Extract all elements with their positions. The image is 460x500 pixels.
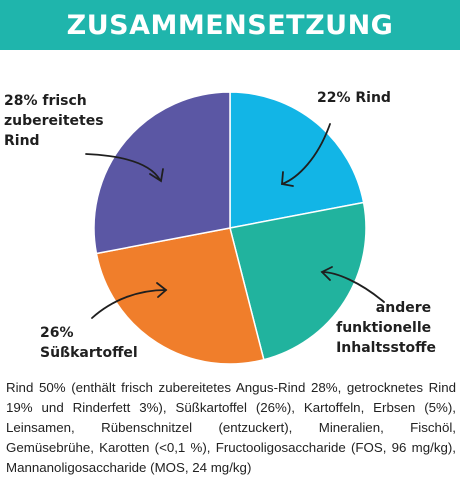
header-banner: ZUSAMMENSETZUNG [0, 0, 460, 50]
label-rind-line: 22% Rind [317, 90, 391, 106]
label-suess-line-2: Süßkartoffel [40, 345, 138, 361]
pie-slice-2 [95, 227, 265, 365]
label-andere: andere funktionelle Inhaltsstoffe [336, 300, 436, 356]
ingredients-description: Rind 50% (enthält frisch zubereitetes An… [6, 380, 456, 475]
label-rind: 22% Rind [317, 90, 391, 106]
label-suess: 26% Süßkartoffel [40, 325, 138, 361]
label-frisch-line-1: 28% frisch [4, 93, 87, 109]
label-frisch-line-2: zubereitetes [4, 113, 104, 129]
arrow-frisch-head [149, 168, 164, 183]
label-frisch-line-3: Rind [4, 133, 40, 149]
label-andere-line-3: Inhaltsstoffe [336, 340, 436, 356]
page-title: ZUSAMMENSETZUNG [66, 9, 394, 41]
label-frisch: 28% frisch zubereitetes Rind [4, 93, 108, 149]
arrow-suess [91, 289, 167, 319]
arrow-rind-head [281, 171, 294, 187]
arrow-frisch [85, 153, 161, 181]
arrow-suess-head [156, 282, 168, 298]
composition-pie-chart: 22% Rind andere funktionelle Inhaltsstof… [4, 90, 436, 365]
arrow-andere-head [320, 266, 333, 281]
label-andere-line-1: andere [376, 300, 431, 316]
label-andere-line-2: funktionelle [336, 320, 431, 336]
arrow-andere [321, 271, 385, 303]
arrow-rind [281, 123, 331, 185]
pie-slice-0 [229, 91, 365, 229]
pie-slice-1 [229, 201, 367, 361]
label-suess-line-1: 26% [40, 325, 74, 341]
